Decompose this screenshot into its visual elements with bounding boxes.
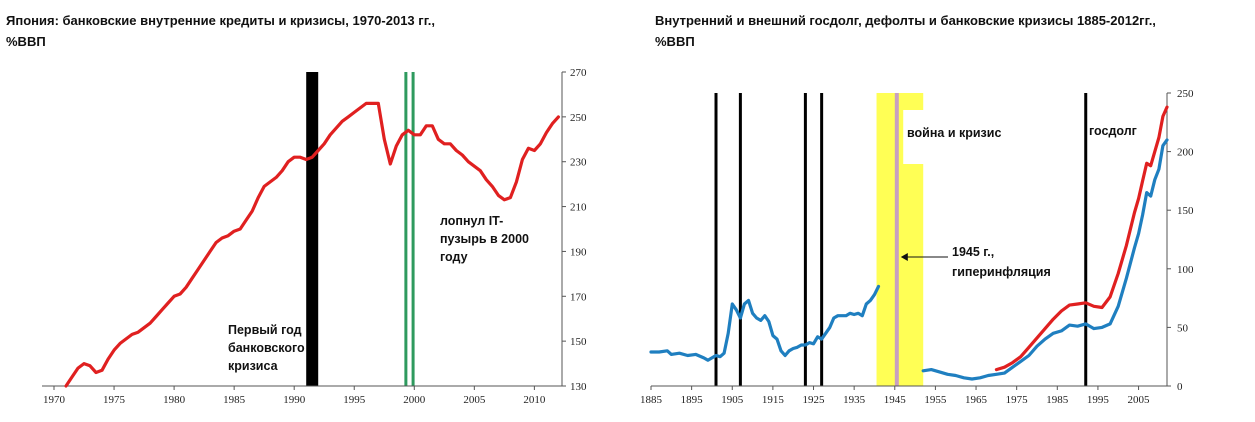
y-tick-label: 170: [570, 291, 587, 303]
y-tick-label: 0: [1177, 381, 1183, 393]
x-tick-label: 1895: [681, 394, 704, 406]
y-tick-label: 210: [570, 202, 587, 214]
x-tick-label: 1965: [965, 394, 988, 406]
x-tick-label: 1995: [343, 394, 366, 406]
series-line-debt-red: [994, 105, 1169, 372]
series-line-debt-post-war: [921, 138, 1169, 381]
x-tick-label: 1980: [163, 394, 186, 406]
x-tick-label: 2005: [1128, 394, 1151, 406]
y-tick-label: 100: [1177, 264, 1194, 276]
x-tick-label: 1905: [721, 394, 744, 406]
series-line-credit: [64, 101, 560, 388]
y-tick-label: 250: [570, 112, 587, 124]
crisis-bar-1992: [306, 72, 319, 386]
x-tick-label: 1990: [283, 394, 306, 406]
x-tick-label: 2005: [463, 394, 486, 406]
x-tick-label: 1945: [884, 394, 907, 406]
y-tick-label: 230: [570, 157, 587, 169]
hyperinflation-arrow-head: [900, 253, 908, 261]
y-tick-label: 150: [570, 336, 587, 348]
x-tick-label: 1985: [223, 394, 246, 406]
y-tick-label: 270: [570, 67, 587, 79]
x-tick-label: 1885: [640, 394, 663, 406]
x-tick-label: 1955: [924, 394, 947, 406]
x-tick-label: 1975: [1006, 394, 1029, 406]
x-tick-label: 1995: [1087, 394, 1110, 406]
y-tick-label: 190: [570, 246, 587, 258]
y-tick-label: 250: [1177, 88, 1194, 100]
annotation-hyperinflation: 1945 г., гиперинфляция: [952, 245, 1051, 279]
annotation-gov-debt: госдолг: [1089, 124, 1137, 138]
annotation-first-crisis: Первый год банковского кризиса: [228, 323, 305, 373]
chart-title-japan: Япония: банковские внутренние кредиты и …: [6, 13, 436, 49]
series-line-debt-pre-war: [649, 284, 881, 362]
annotation-war-crisis: война и кризис: [907, 126, 1001, 140]
chart-title-debt: Внутренний и внешний госдолг, дефолты и …: [655, 13, 1156, 49]
x-tick-label: 1985: [1046, 394, 1069, 406]
chart-japan-credit: 1970 1975 1980 1985 1990 1995 2000 2005 2010 130 1…: [42, 67, 587, 406]
x-tick-label: 1970: [43, 394, 66, 406]
band-label-cutout: [903, 110, 926, 164]
y-tick-label: 130: [570, 381, 587, 393]
x-tick-label: 2000: [403, 394, 426, 406]
y-tick-label: 150: [1177, 205, 1194, 217]
x-tick-label: 1925: [803, 394, 826, 406]
y-tick-label: 200: [1177, 147, 1194, 159]
y-tick-label: 50: [1177, 322, 1189, 334]
x-tick-label: 1975: [103, 394, 126, 406]
x-tick-label: 1935: [843, 394, 866, 406]
annotation-it-bubble: лопнул IT-пузырь в 2000 году: [440, 214, 529, 264]
x-tick-label: 1915: [762, 394, 785, 406]
x-tick-label: 2010: [523, 394, 546, 406]
